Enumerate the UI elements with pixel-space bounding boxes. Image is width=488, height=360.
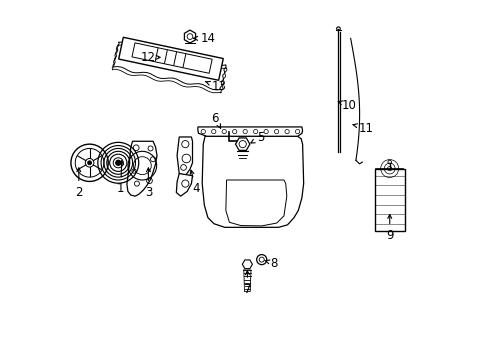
Polygon shape xyxy=(119,37,223,80)
Polygon shape xyxy=(132,43,212,73)
Text: 12: 12 xyxy=(141,51,160,64)
Polygon shape xyxy=(198,127,302,136)
Text: 4: 4 xyxy=(190,170,200,195)
Text: 3: 3 xyxy=(144,168,152,199)
Polygon shape xyxy=(225,180,286,226)
Text: 6: 6 xyxy=(211,112,220,128)
Text: 1: 1 xyxy=(117,161,124,195)
Polygon shape xyxy=(202,136,303,227)
Polygon shape xyxy=(126,141,157,196)
Circle shape xyxy=(116,160,121,165)
Text: 2: 2 xyxy=(75,168,82,199)
Text: 14: 14 xyxy=(193,32,215,45)
Circle shape xyxy=(88,161,91,165)
Text: 5: 5 xyxy=(250,131,264,144)
Polygon shape xyxy=(235,138,249,150)
Text: 13: 13 xyxy=(205,80,225,93)
Text: 11: 11 xyxy=(352,122,373,135)
Text: 9: 9 xyxy=(385,215,393,242)
Polygon shape xyxy=(184,30,195,43)
Polygon shape xyxy=(177,137,192,176)
Text: 7: 7 xyxy=(243,271,251,296)
Text: 10: 10 xyxy=(338,99,356,112)
Text: 8: 8 xyxy=(264,257,277,270)
Polygon shape xyxy=(374,168,404,231)
Polygon shape xyxy=(242,260,252,269)
Polygon shape xyxy=(176,174,192,196)
